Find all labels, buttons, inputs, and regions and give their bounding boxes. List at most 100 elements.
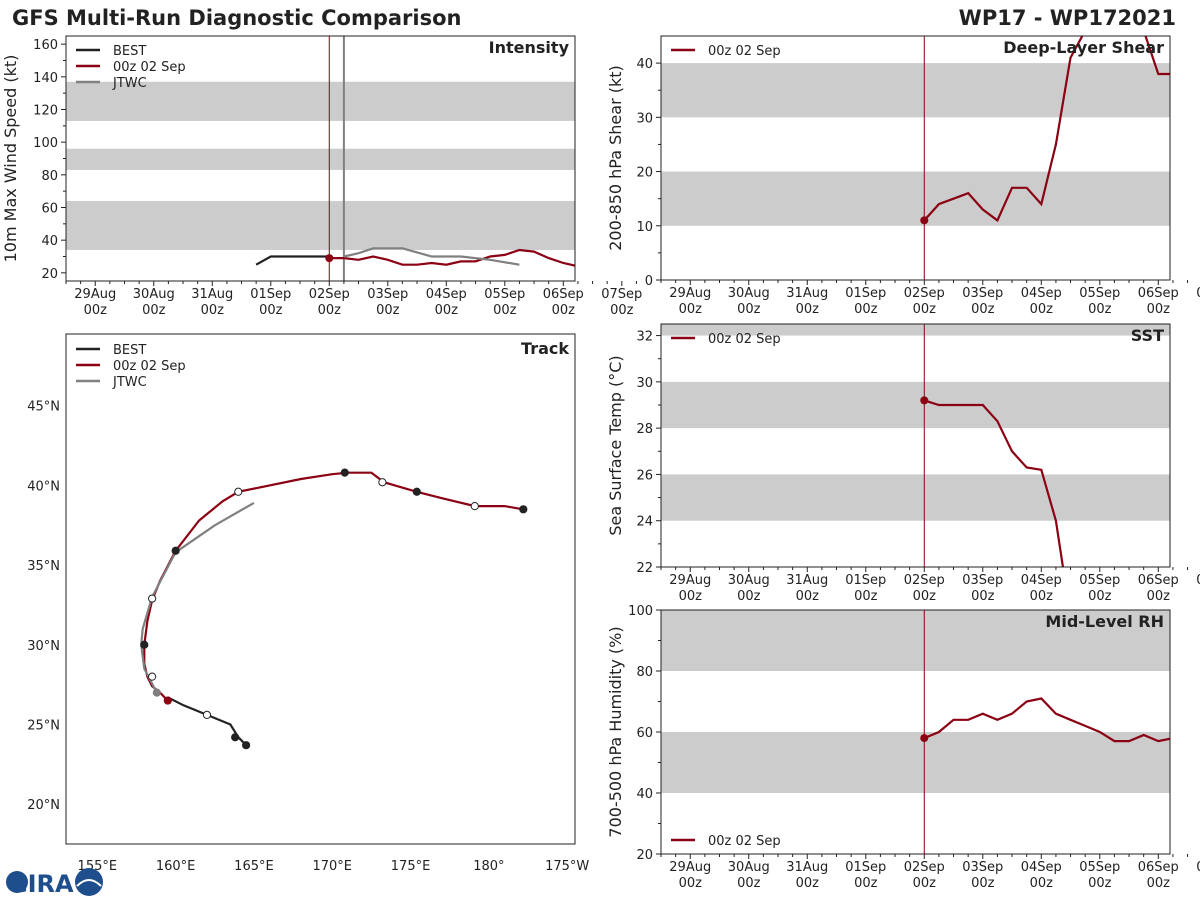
track-marker — [412, 487, 421, 496]
x-tick-hour: 00z — [1147, 302, 1171, 317]
track-line-best — [167, 696, 247, 746]
x-tick-date: 02Sep — [904, 286, 945, 301]
x-tick-hour: 00z — [1030, 302, 1054, 317]
shaded-band — [66, 81, 575, 121]
track-series-group — [140, 468, 528, 750]
x-tick-hour: 00z — [259, 303, 283, 318]
x-tick-hour: 00z — [913, 302, 937, 317]
x-tick-date: 05Sep — [1079, 860, 1120, 875]
track-marker — [152, 688, 161, 697]
x-tick-hour: 00z — [854, 876, 878, 891]
x-tick-date: 02Sep — [904, 573, 945, 588]
shaded-band — [661, 63, 1170, 118]
x-tick-hour: 00z — [679, 302, 703, 317]
x-tick-date: 05Sep — [1079, 286, 1120, 301]
panel-title: Deep-Layer Shear — [1003, 38, 1164, 57]
shear-panel: 01020304029Aug00z30Aug00z31Aug00z01Sep00… — [606, 35, 1200, 317]
track-marker — [171, 546, 180, 555]
y-tick-label: 120 — [33, 104, 58, 119]
lon-label: 160°E — [156, 859, 196, 874]
x-tick-date: 05Sep — [484, 287, 525, 302]
x-tick-date: 03Sep — [962, 573, 1003, 588]
x-tick-hour: 00z — [971, 876, 995, 891]
init-point — [920, 396, 929, 405]
init-point — [920, 734, 929, 743]
x-tick-date: 29Aug — [669, 286, 711, 301]
y-tick-label: 140 — [33, 71, 58, 86]
x-tick-hour: 00z — [84, 303, 108, 318]
rh-panel: 2040608010029Aug00z30Aug00z31Aug00z01Sep… — [606, 604, 1200, 891]
shaded-band — [661, 381, 1170, 429]
x-tick-date: 07Sep — [601, 287, 642, 302]
track-line-jtwc — [140, 501, 255, 694]
x-tick-date: 30Aug — [728, 286, 770, 301]
y-tick-label: 40 — [636, 57, 653, 72]
logo-text: CIRA — [10, 870, 74, 898]
lon-label: 170°E — [312, 859, 352, 874]
plot-frame — [660, 35, 1171, 281]
x-tick-date: 07Sep — [1196, 860, 1200, 875]
series-line-gfs — [329, 248, 575, 267]
x-tick-hour: 00z — [737, 876, 761, 891]
x-tick-date: 04Sep — [426, 287, 467, 302]
lon-label: 165°E — [234, 859, 274, 874]
x-tick-hour: 00z — [679, 589, 703, 604]
x-tick-hour: 00z — [1147, 589, 1171, 604]
x-tick-date: 01Sep — [845, 286, 886, 301]
y-tick-label: 100 — [628, 604, 653, 619]
lat-label: 35°N — [27, 559, 60, 574]
legend-label: 00z 02 Sep — [113, 60, 186, 75]
cira-logo: CIRA — [6, 868, 103, 898]
legend-label: BEST — [113, 44, 146, 59]
legend-label: 00z 02 Sep — [113, 359, 186, 374]
sst-panel: 22242628303229Aug00z30Aug00z31Aug00z01Se… — [606, 323, 1200, 604]
x-tick-hour: 00z — [1030, 589, 1054, 604]
track-marker — [202, 710, 212, 720]
track-marker — [163, 696, 172, 705]
x-tick-date: 03Sep — [367, 287, 408, 302]
y-tick-label: 32 — [636, 330, 653, 345]
x-tick-date: 04Sep — [1021, 286, 1062, 301]
shaded-band — [66, 148, 575, 170]
y-tick-label: 60 — [636, 726, 653, 741]
init-point — [920, 216, 929, 225]
track-marker — [234, 487, 243, 496]
legend-label: BEST — [113, 343, 146, 358]
x-tick-hour: 00z — [971, 302, 995, 317]
logo-emblem-icon — [75, 868, 103, 896]
x-tick-date: 29Aug — [669, 573, 711, 588]
x-tick-hour: 00z — [913, 876, 937, 891]
x-tick-hour: 00z — [1147, 876, 1171, 891]
x-tick-hour: 00z — [142, 303, 166, 318]
x-tick-date: 01Sep — [845, 860, 886, 875]
series-group — [920, 396, 1065, 567]
plot-frame — [660, 323, 1171, 568]
x-tick-hour: 00z — [376, 303, 400, 318]
x-tick-date: 30Aug — [728, 860, 770, 875]
x-tick-hour: 00z — [1088, 302, 1112, 317]
x-tick-hour: 00z — [552, 303, 576, 318]
x-tick-hour: 00z — [854, 302, 878, 317]
x-tick-hour: 00z — [737, 302, 761, 317]
x-tick-date: 06Sep — [1138, 573, 1179, 588]
track-marker — [148, 672, 157, 681]
x-tick-hour: 00z — [913, 589, 937, 604]
x-tick-hour: 00z — [1088, 589, 1112, 604]
x-tick-hour: 00z — [1088, 876, 1112, 891]
x-tick-date: 30Aug — [133, 287, 175, 302]
track-marker — [340, 468, 349, 477]
shaded-band — [661, 732, 1170, 793]
shaded-band — [661, 610, 1170, 671]
x-tick-hour: 00z — [201, 303, 225, 318]
lat-label: 20°N — [27, 798, 60, 813]
y-tick-label: 160 — [33, 38, 58, 53]
series-group — [255, 247, 575, 267]
x-tick-date: 05Sep — [1079, 573, 1120, 588]
logo-wave-icon — [76, 879, 102, 887]
shaded-band — [661, 171, 1170, 226]
shaded-band — [66, 200, 575, 250]
y-tick-label: 20 — [41, 267, 58, 282]
legend-label: 00z 02 Sep — [708, 834, 781, 849]
y-tick-label: 80 — [636, 665, 653, 680]
